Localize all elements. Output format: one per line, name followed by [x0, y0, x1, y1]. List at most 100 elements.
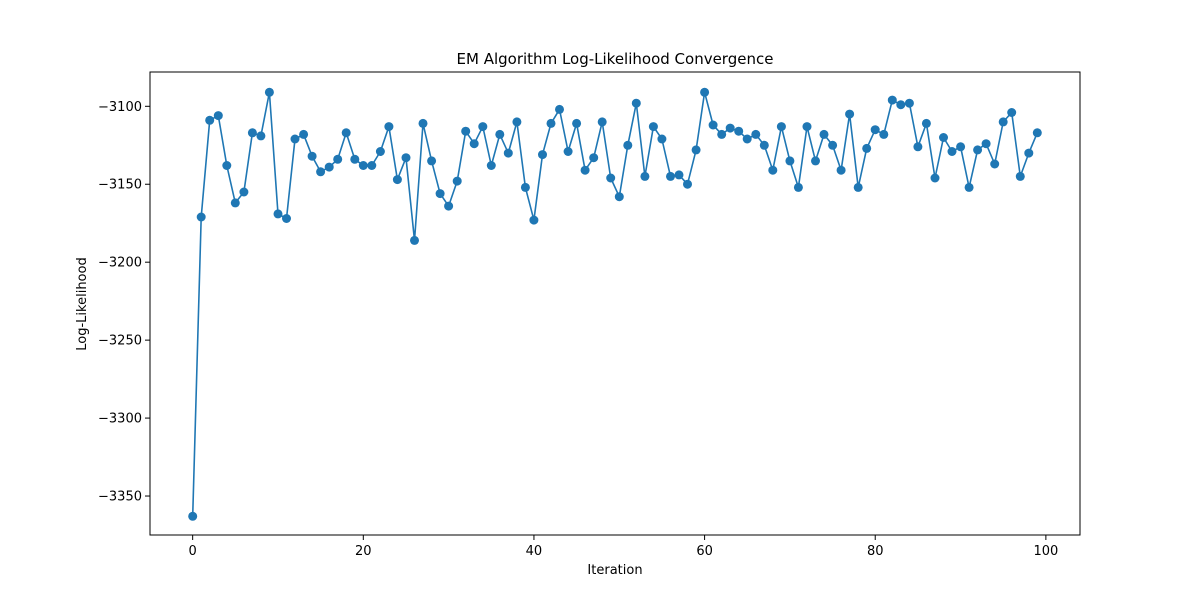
data-point [435, 189, 445, 199]
data-point [367, 161, 377, 170]
data-point [947, 147, 957, 156]
data-point [384, 122, 394, 132]
x-tick-label: 40 [526, 544, 543, 559]
x-tick-label: 20 [355, 544, 372, 559]
plot-frame [149, 71, 1081, 536]
data-point [904, 98, 914, 108]
data-point [273, 209, 283, 219]
data-point [887, 95, 897, 105]
data-point [1007, 108, 1017, 117]
chart-title: EM Algorithm Log-Likelihood Convergence [457, 50, 774, 68]
data-point [358, 161, 368, 170]
data-point [410, 235, 419, 245]
data-point [913, 142, 923, 152]
data-point [708, 120, 718, 130]
data-point [350, 154, 360, 164]
data-point [563, 147, 573, 156]
data-point [998, 117, 1008, 127]
data-point [333, 154, 343, 164]
data-point [282, 214, 291, 223]
data-point [324, 162, 334, 172]
data-point [222, 161, 232, 170]
data-point [290, 134, 300, 144]
data-point [1032, 128, 1042, 138]
data-point [759, 140, 769, 150]
data-point [648, 122, 658, 132]
data-point [811, 156, 820, 166]
data-point [546, 118, 556, 128]
data-point [614, 192, 624, 202]
data-point [725, 123, 735, 133]
data-point [572, 118, 582, 128]
data-point [213, 111, 223, 121]
data-point [990, 159, 1000, 169]
data-point [870, 125, 880, 135]
data-point [196, 212, 206, 222]
data-point [299, 129, 309, 139]
data-point [495, 129, 505, 139]
data-point [939, 133, 948, 142]
data-point [1015, 171, 1025, 181]
data-point [879, 129, 889, 139]
data-point [768, 165, 778, 175]
data-point [896, 100, 906, 110]
data-point [964, 182, 974, 192]
data-point [981, 139, 991, 149]
y-tick-label: −3200 [98, 256, 142, 271]
x-tick-label: 100 [1033, 544, 1058, 559]
data-point [657, 134, 667, 144]
data-point [640, 171, 650, 181]
x-tick-label: 80 [867, 544, 884, 559]
x-axis-label: Iteration [587, 563, 642, 578]
data-point [188, 511, 198, 521]
data-point [503, 148, 513, 158]
data-point [666, 171, 675, 181]
series-line [191, 91, 1039, 517]
x-tick-label: 60 [696, 544, 713, 559]
data-point [828, 140, 838, 150]
data-point [375, 147, 385, 156]
data-point [785, 156, 795, 166]
data-point [230, 198, 240, 208]
data-point [247, 128, 257, 138]
data-point [793, 182, 803, 192]
y-tick-label: −3300 [98, 412, 142, 427]
data-point [486, 161, 496, 170]
data-point [392, 175, 402, 185]
y-tick-label: −3150 [98, 178, 142, 193]
data-point [921, 118, 931, 128]
data-point [520, 182, 530, 192]
data-point [512, 117, 522, 127]
data-point [631, 98, 641, 108]
data-point [256, 131, 266, 141]
plot-area: 0 20 40 60 80 100 −3350 −3300 −3250 −3200 −3150 −31… [98, 71, 1081, 559]
data-point [606, 173, 616, 183]
data-point [341, 128, 351, 138]
data-point [580, 165, 590, 175]
data-point [776, 122, 786, 132]
data-point [819, 129, 829, 139]
y-tick-label: −3250 [98, 334, 142, 349]
data-point [461, 126, 471, 136]
data-point [845, 109, 855, 119]
data-point [623, 140, 633, 150]
data-point [1024, 148, 1034, 158]
data-point [555, 104, 564, 114]
data-point [239, 187, 249, 197]
data-point [973, 145, 983, 155]
data-point [956, 142, 966, 152]
data-point [538, 150, 547, 160]
data-point [862, 143, 872, 153]
data-point [674, 170, 684, 180]
data-point [836, 165, 846, 175]
data-point [427, 156, 437, 166]
data-point [316, 167, 326, 177]
data-point [307, 151, 317, 161]
data-point [444, 201, 454, 211]
data-point [478, 122, 488, 132]
data-point [853, 182, 863, 192]
data-point [930, 173, 940, 183]
data-point [452, 176, 462, 186]
data-point [717, 129, 727, 139]
